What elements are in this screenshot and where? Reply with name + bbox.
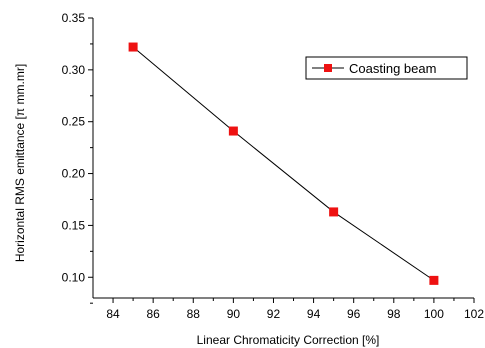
legend-label: Coasting beam [349, 61, 436, 76]
data-point [228, 126, 238, 136]
y-tick-label: 0.35 [62, 11, 86, 25]
legend-box [305, 56, 468, 80]
x-tick-label: 98 [387, 307, 401, 321]
y-tick-label: 0.10 [62, 270, 86, 284]
x-tick-label: 100 [424, 307, 444, 321]
data-point [429, 275, 439, 285]
legend-marker [324, 64, 332, 72]
x-tick-label: 86 [146, 307, 160, 321]
x-tick-label: 102 [464, 307, 484, 321]
y-tick-label: 0.25 [62, 115, 86, 129]
x-axis-title: Linear Chromaticity Correction [%] [197, 333, 380, 347]
x-tick-label: 84 [106, 307, 120, 321]
x-tick-label: 96 [347, 307, 361, 321]
x-tick-label: 94 [307, 307, 321, 321]
data-point [329, 207, 339, 217]
y-tick-label: 0.15 [62, 218, 86, 232]
series-layer [128, 42, 439, 285]
y-tick-label: 0.20 [62, 167, 86, 181]
x-tick-label: 90 [227, 307, 241, 321]
x-tick-label: 88 [187, 307, 201, 321]
data-point [128, 42, 138, 52]
y-axis-title: Horizontal RMS emittance [π mm.mr] [13, 64, 27, 262]
y-axis-ticks: 0.10 0.15 0.20 0.25 0.30 0.35 [62, 11, 93, 304]
legend: Coasting beam [305, 56, 468, 80]
x-axis-ticks: 84 86 88 90 92 94 96 98 100 102 [106, 298, 484, 321]
series-line [132, 46, 435, 281]
y-tick-label: 0.30 [62, 63, 86, 77]
x-tick-label: 92 [267, 307, 281, 321]
